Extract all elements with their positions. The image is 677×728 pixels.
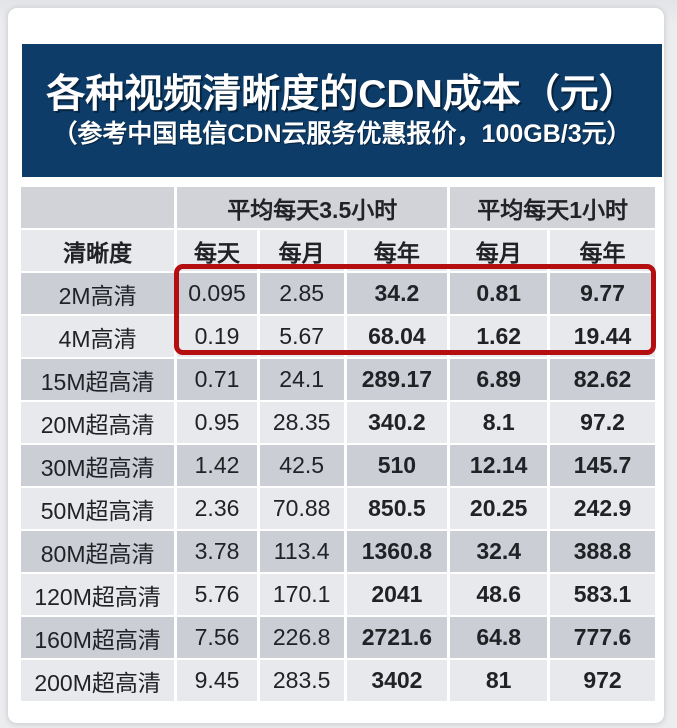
row-label: 120M超高清	[21, 574, 175, 615]
slide-subtitle: （参考中国电信CDN云服务优惠报价，100GB/3元）	[52, 119, 632, 148]
table-cell: 1.62	[450, 316, 548, 357]
table-row: 50M超高清 2.36 70.88 850.5 20.25 242.9	[21, 488, 655, 529]
row-label: 80M超高清	[21, 531, 175, 572]
table-cell: 6.89	[450, 359, 548, 400]
row-label: 30M超高清	[21, 445, 175, 486]
table-cell: 340.2	[346, 402, 448, 443]
table-row: 80M超高清 3.78 113.4 1360.8 32.4 388.8	[21, 531, 655, 572]
table-cell: 583.1	[550, 574, 655, 615]
column-header-row: 清晰度 每天 每月 每年 每月 每年	[21, 230, 655, 271]
table-cell: 289.17	[346, 359, 448, 400]
table-cell: 8.1	[450, 402, 548, 443]
table-cell: 20.25	[450, 488, 548, 529]
group-header-1h: 平均每天1小时	[450, 187, 655, 228]
column-header-per-month: 每月	[259, 230, 344, 271]
table-row: 15M超高清 0.71 24.1 289.17 6.89 82.62	[21, 359, 655, 400]
table-cell: 34.2	[346, 273, 448, 314]
table-cell: 64.8	[450, 617, 548, 658]
group-header-3-5h: 平均每天3.5小时	[177, 187, 448, 228]
table-cell: 19.44	[550, 316, 655, 357]
table-cell: 81	[450, 660, 548, 701]
table-row: 120M超高清 5.76 170.1 2041 48.6 583.1	[21, 574, 655, 615]
table-cell: 0.95	[177, 402, 257, 443]
table-cell: 2721.6	[346, 617, 448, 658]
group-header-row: 平均每天3.5小时 平均每天1小时	[21, 187, 655, 228]
table-cell: 0.71	[177, 359, 257, 400]
table-cell: 242.9	[550, 488, 655, 529]
table-cell: 0.095	[177, 273, 257, 314]
row-label: 4M高清	[21, 316, 175, 357]
table-cell: 113.4	[259, 531, 344, 572]
table-cell: 2041	[346, 574, 448, 615]
table-cell: 82.62	[550, 359, 655, 400]
cdn-cost-table: 平均每天3.5小时 平均每天1小时 清晰度 每天 每月 每年 每月 每年 2M高…	[18, 185, 658, 703]
table-row: 2M高清 0.095 2.85 34.2 0.81 9.77	[21, 273, 655, 314]
table-cell: 9.77	[550, 273, 655, 314]
row-label: 50M超高清	[21, 488, 175, 529]
column-header-resolution: 清晰度	[21, 230, 175, 271]
table-cell: 1360.8	[346, 531, 448, 572]
table-body: 2M高清 0.095 2.85 34.2 0.81 9.77 4M高清 0.19 5.67 68.…	[21, 273, 655, 701]
table-cell: 28.35	[259, 402, 344, 443]
column-header-per-year-1h: 每年	[550, 230, 655, 271]
table-cell: 145.7	[550, 445, 655, 486]
column-header-per-year: 每年	[346, 230, 448, 271]
table-cell: 5.67	[259, 316, 344, 357]
table-row: 20M超高清 0.95 28.35 340.2 8.1 97.2	[21, 402, 655, 443]
table-cell: 972	[550, 660, 655, 701]
table-cell: 7.56	[177, 617, 257, 658]
table-cell: 32.4	[450, 531, 548, 572]
column-header-per-day: 每天	[177, 230, 257, 271]
table-cell: 3402	[346, 660, 448, 701]
table-row: 160M超高清 7.56 226.8 2721.6 64.8 777.6	[21, 617, 655, 658]
row-label: 2M高清	[21, 273, 175, 314]
table-cell: 777.6	[550, 617, 655, 658]
table-cell: 850.5	[346, 488, 448, 529]
table-cell: 510	[346, 445, 448, 486]
column-header-per-month-1h: 每月	[450, 230, 548, 271]
table-cell: 2.36	[177, 488, 257, 529]
table-cell: 0.19	[177, 316, 257, 357]
table-cell: 1.42	[177, 445, 257, 486]
slide-card: 各种视频清晰度的CDN成本（元） （参考中国电信CDN云服务优惠报价，100GB…	[7, 7, 665, 724]
table-cell: 226.8	[259, 617, 344, 658]
table-cell: 24.1	[259, 359, 344, 400]
table-cell: 68.04	[346, 316, 448, 357]
row-label: 15M超高清	[21, 359, 175, 400]
table-cell: 0.81	[450, 273, 548, 314]
table-cell: 170.1	[259, 574, 344, 615]
table-cell: 97.2	[550, 402, 655, 443]
title-banner: 各种视频清晰度的CDN成本（元） （参考中国电信CDN云服务优惠报价，100GB…	[22, 44, 662, 177]
corner-cell	[21, 187, 175, 228]
table-cell: 5.76	[177, 574, 257, 615]
table-cell: 70.88	[259, 488, 344, 529]
table-cell: 48.6	[450, 574, 548, 615]
table-cell: 12.14	[450, 445, 548, 486]
table-row: 30M超高清 1.42 42.5 510 12.14 145.7	[21, 445, 655, 486]
table-row: 200M超高清 9.45 283.5 3402 81 972	[21, 660, 655, 701]
table-cell: 283.5	[259, 660, 344, 701]
slide-title: 各种视频清晰度的CDN成本（元）	[46, 72, 638, 116]
table-cell: 9.45	[177, 660, 257, 701]
table-cell: 42.5	[259, 445, 344, 486]
table-row: 4M高清 0.19 5.67 68.04 1.62 19.44	[21, 316, 655, 357]
row-label: 20M超高清	[21, 402, 175, 443]
table-cell: 3.78	[177, 531, 257, 572]
table-cell: 2.85	[259, 273, 344, 314]
table-cell: 388.8	[550, 531, 655, 572]
row-label: 200M超高清	[21, 660, 175, 701]
row-label: 160M超高清	[21, 617, 175, 658]
